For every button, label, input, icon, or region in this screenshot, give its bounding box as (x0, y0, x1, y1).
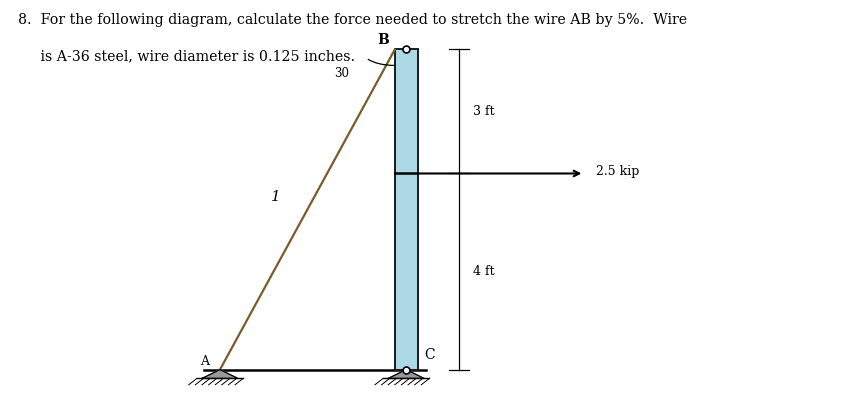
Text: 1: 1 (271, 191, 280, 204)
Text: 3 ft: 3 ft (473, 105, 495, 118)
Bar (395, 50, 418, 370)
Text: 8.  For the following diagram, calculate the force needed to stretch the wire AB: 8. For the following diagram, calculate … (18, 13, 687, 27)
Polygon shape (202, 370, 237, 378)
Text: 2.5 kip: 2.5 kip (596, 165, 640, 178)
Text: B: B (377, 33, 389, 48)
Text: 30: 30 (334, 67, 349, 81)
Text: is A-36 steel, wire diameter is 0.125 inches.: is A-36 steel, wire diameter is 0.125 in… (18, 50, 354, 63)
Text: 4 ft: 4 ft (473, 265, 495, 278)
Text: A: A (200, 355, 209, 368)
Polygon shape (388, 370, 424, 378)
Text: C: C (424, 348, 434, 361)
